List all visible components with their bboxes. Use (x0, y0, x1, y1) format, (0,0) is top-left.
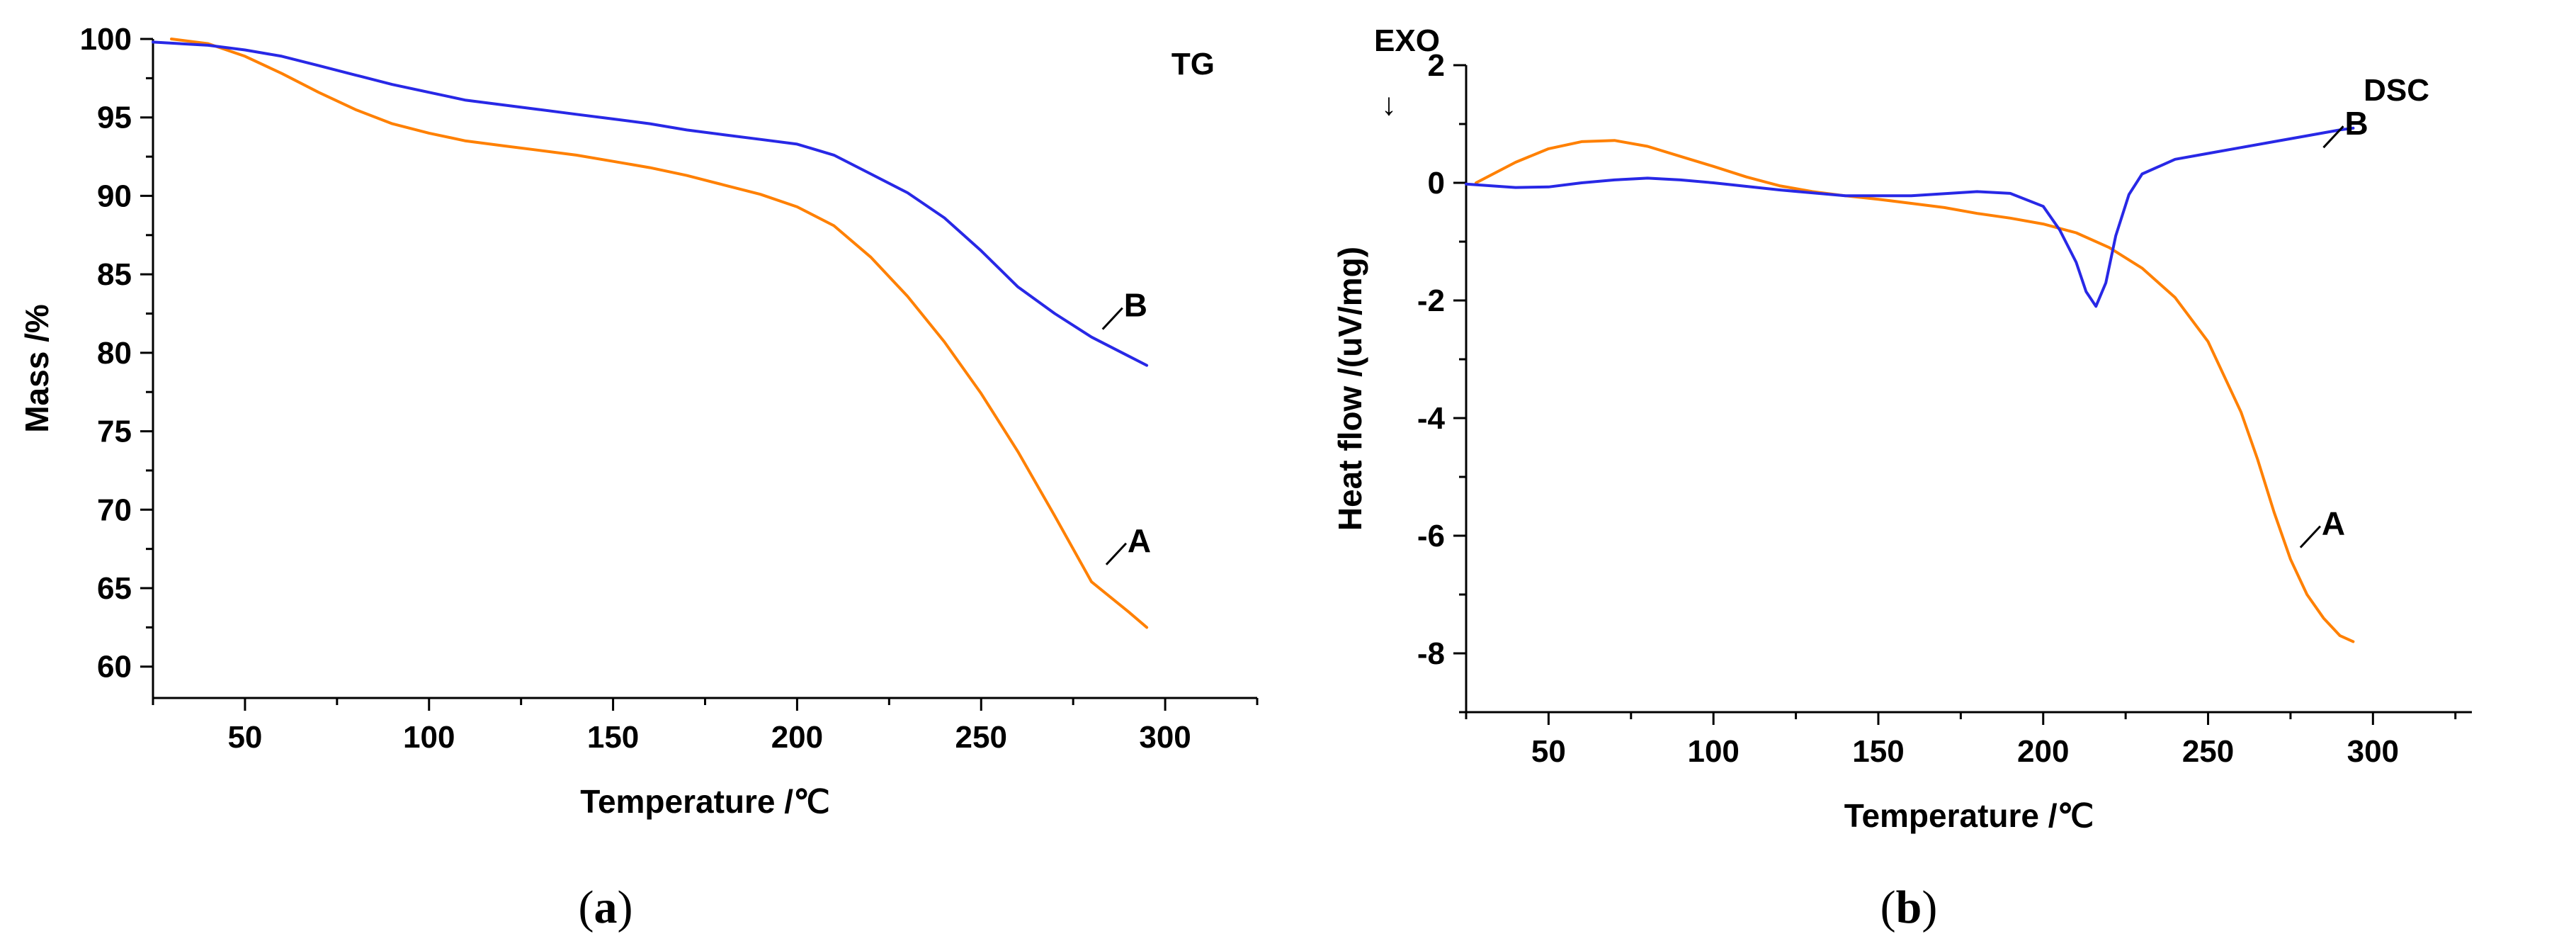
x-tick-label: 100 (1687, 734, 1739, 769)
y-axis-title: Heat flow /(uV/mg) (1332, 247, 1368, 531)
x-tick-label: 200 (2017, 734, 2069, 769)
series-line-b (152, 40, 1149, 367)
series-leader-a (1105, 542, 1128, 565)
y-tick-label: 65 (97, 571, 132, 606)
exo-arrow-icon: ↓ (1381, 87, 1397, 122)
panel-caption-letter: b (1896, 882, 1922, 933)
series-leader-a (2299, 525, 2321, 548)
exo-label: EXO (1374, 23, 1440, 58)
x-tick-label: 50 (1531, 734, 1566, 769)
x-tick-label: 250 (955, 720, 1007, 755)
y-tick-label: 2 (1428, 48, 1445, 83)
series-leader-b (2322, 125, 2344, 149)
x-tick-label: 150 (1852, 734, 1904, 769)
series-leader-b (1101, 307, 1123, 330)
y-tick-label: 70 (97, 492, 132, 527)
y-tick-label: -2 (1417, 283, 1445, 318)
x-axis-title: Temperature /℃ (580, 783, 829, 820)
x-axis-title: Temperature /℃ (1844, 797, 2094, 834)
y-tick-label: -8 (1417, 636, 1445, 671)
chart-panel-a: 50 100 150 200 250 300 60 65 70 75 80 85 90 95 100 Temp… (18, 22, 1259, 933)
series-line-b (1465, 126, 2355, 308)
y-tick-label: 80 (97, 336, 132, 371)
y-tick-label: -6 (1417, 519, 1445, 553)
chart-panel-b: 50 100 150 200 250 300 -8 -6 -4 -2 0 2 Temperature /… (1332, 23, 2472, 933)
panel-caption: (a) (579, 882, 633, 933)
x-tick-label: 250 (2182, 734, 2234, 769)
x-tick-label: 100 (403, 720, 455, 755)
series-label-a: A (2322, 505, 2345, 542)
panel-caption-letter: a (594, 882, 618, 933)
series-label-b: B (2344, 105, 2368, 142)
y-tick-label: 90 (97, 179, 132, 213)
series-line-a (1475, 139, 2355, 643)
series-line-a (170, 38, 1149, 629)
x-tick-label: 200 (771, 720, 823, 755)
panel-title: TG (1171, 47, 1215, 81)
y-tick-label: 100 (80, 22, 132, 57)
y-tick-label: 95 (97, 101, 132, 135)
x-tick-label: 300 (2347, 734, 2399, 769)
y-tick-label: 75 (97, 415, 132, 449)
y-tick-label: 0 (1428, 166, 1445, 201)
y-tick-label: -4 (1417, 401, 1446, 436)
y-tick-label: 85 (97, 257, 132, 292)
x-tick-label: 300 (1139, 720, 1191, 755)
y-axis-title: Mass /% (18, 304, 55, 433)
x-tick-label: 150 (587, 720, 639, 755)
series-label-a: A (1128, 522, 1151, 559)
y-tick-label: 60 (97, 650, 132, 685)
panel-caption: (b) (1880, 882, 1938, 933)
series-label-b: B (1124, 287, 1147, 324)
panel-title: DSC (2364, 73, 2429, 108)
x-tick-label: 50 (227, 720, 262, 755)
